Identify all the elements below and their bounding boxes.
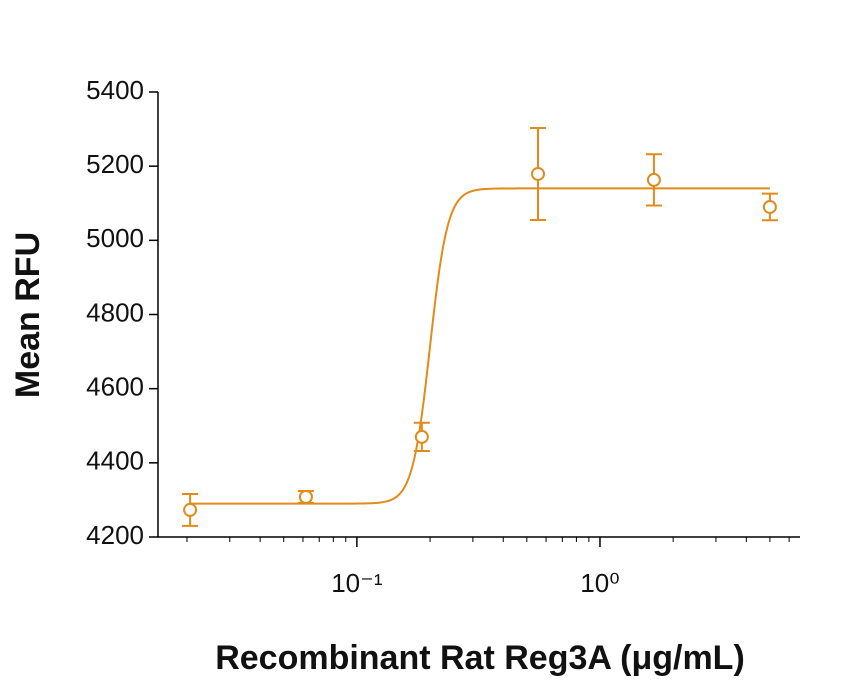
marker bbox=[646, 172, 661, 187]
x-tick-label: 10⁻¹ bbox=[331, 568, 383, 598]
y-tick-label: 5400 bbox=[86, 75, 144, 105]
y-axis-title: Mean RFU bbox=[9, 232, 47, 398]
marker bbox=[531, 166, 546, 181]
marker bbox=[762, 199, 777, 214]
y-tick-label: 5200 bbox=[86, 149, 144, 179]
y-tick-label: 4600 bbox=[86, 372, 144, 402]
y-tick-label: 4800 bbox=[86, 297, 144, 327]
marker bbox=[414, 429, 429, 444]
y-tick-label: 5000 bbox=[86, 223, 144, 253]
marker bbox=[298, 489, 313, 504]
marker bbox=[183, 502, 198, 517]
x-axis-title: Recombinant Rat Reg3A (μg/mL) bbox=[215, 639, 745, 677]
y-tick-label: 4400 bbox=[86, 446, 144, 476]
fit-curve bbox=[190, 187, 770, 505]
y-tick-label: 4200 bbox=[86, 520, 144, 550]
x-tick-label: 10⁰ bbox=[580, 568, 619, 598]
